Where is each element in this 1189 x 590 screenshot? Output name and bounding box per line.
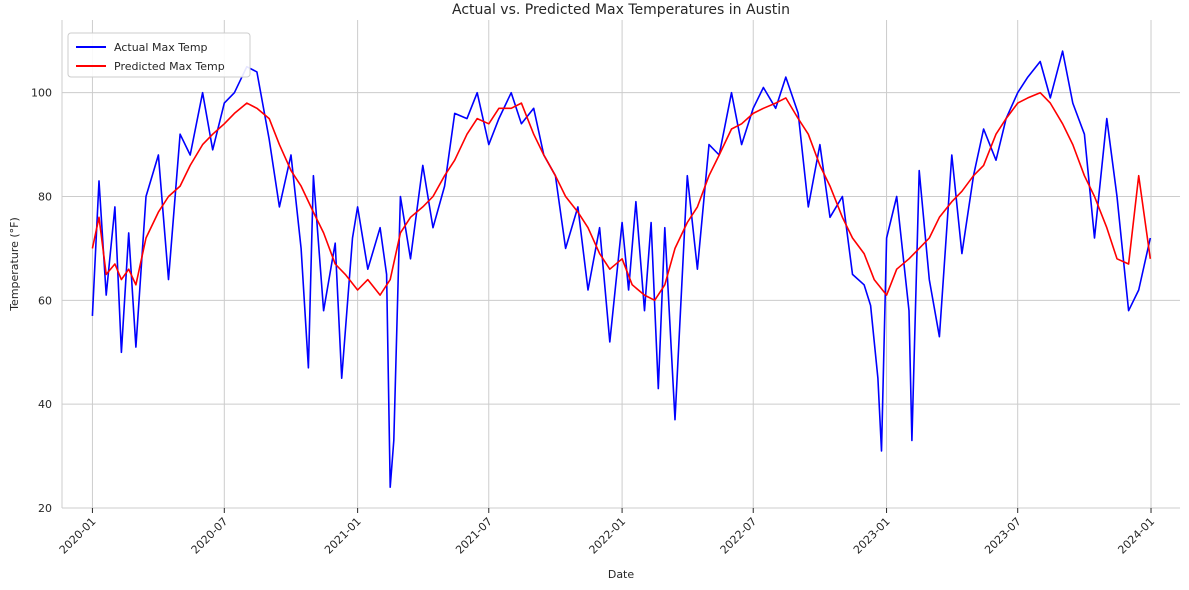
x-tick-label: 2023-07 [982, 515, 1024, 557]
x-tick-label: 2024-01 [1115, 515, 1157, 557]
x-tick-label: 2023-01 [851, 515, 893, 557]
series-line-predicted [91, 91, 1152, 302]
x-tick-label: 2022-07 [718, 515, 760, 557]
x-tick-label: 2020-01 [57, 515, 99, 557]
legend-label-predicted: Predicted Max Temp [114, 60, 225, 73]
y-tick-label: 80 [38, 191, 52, 204]
grid [62, 20, 1180, 509]
chart-title: Actual vs. Predicted Max Temperatures in… [452, 2, 790, 18]
y-tick-label: 100 [31, 87, 52, 100]
legend: Actual Max Temp Predicted Max Temp [67, 32, 251, 78]
legend-label-actual: Actual Max Temp [114, 41, 208, 54]
legend-box [67, 32, 251, 78]
plot-background [62, 20, 1180, 508]
series-line-actual [91, 50, 1152, 489]
x-tick-label: 2021-07 [453, 515, 495, 557]
y-axis-label: Temperature (°F) [8, 217, 21, 312]
x-tick-label: 2022-01 [587, 515, 629, 557]
series-layer [91, 50, 1152, 489]
y-tick-label: 40 [38, 398, 52, 411]
x-tick-label: 2021-01 [322, 515, 364, 557]
y-tick-label: 20 [38, 502, 52, 515]
x-tick-label: 2020-07 [189, 515, 231, 557]
y-tick-label: 60 [38, 294, 52, 307]
x-axis-label: Date [608, 568, 635, 581]
